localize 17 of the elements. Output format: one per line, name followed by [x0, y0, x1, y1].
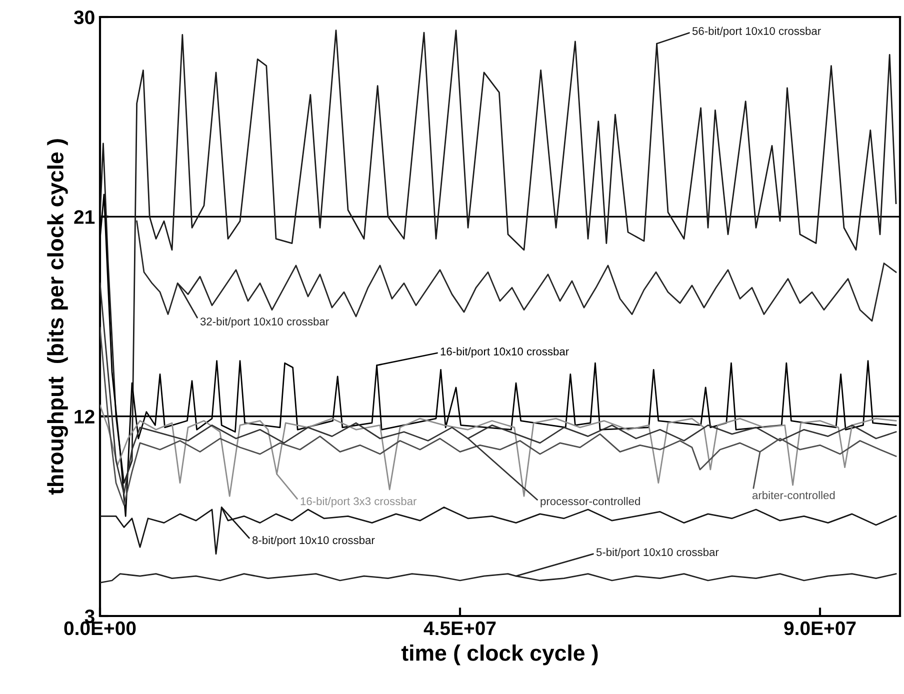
y-tick-label: 12 — [74, 410, 94, 424]
series-label: 32-bit/port 10x10 crossbar — [200, 317, 329, 328]
x-tick-label: 0.0E+00 — [64, 621, 136, 636]
text: 16-bit/port 3x3 crossbar — [300, 497, 417, 508]
x-axis-title: time ( clock cycle ) — [401, 644, 598, 666]
y-tick-label: 30 — [74, 10, 94, 24]
series-label: 5-bit/port 10x10 crossbar — [596, 548, 719, 558]
legend-label: 56-bit/port 10x10 crossbar — [692, 26, 821, 38]
series-label: 8-bit/port 10x10 crossbar — [252, 536, 375, 546]
x-tick-label: 9.0E+07 — [784, 621, 856, 636]
x-tick-label: 4.5E+07 — [424, 621, 496, 636]
y-axis-title: throughput (bits per clock cycle ) — [47, 139, 68, 495]
y-tick-label: 3 — [84, 609, 94, 624]
series-label: 16-bit/port 10x10 crossbar — [440, 347, 569, 358]
text: arbiter-controlled — [752, 491, 835, 500]
y-tick-label: 21 — [74, 210, 95, 224]
text: processor-controlled — [540, 497, 640, 508]
